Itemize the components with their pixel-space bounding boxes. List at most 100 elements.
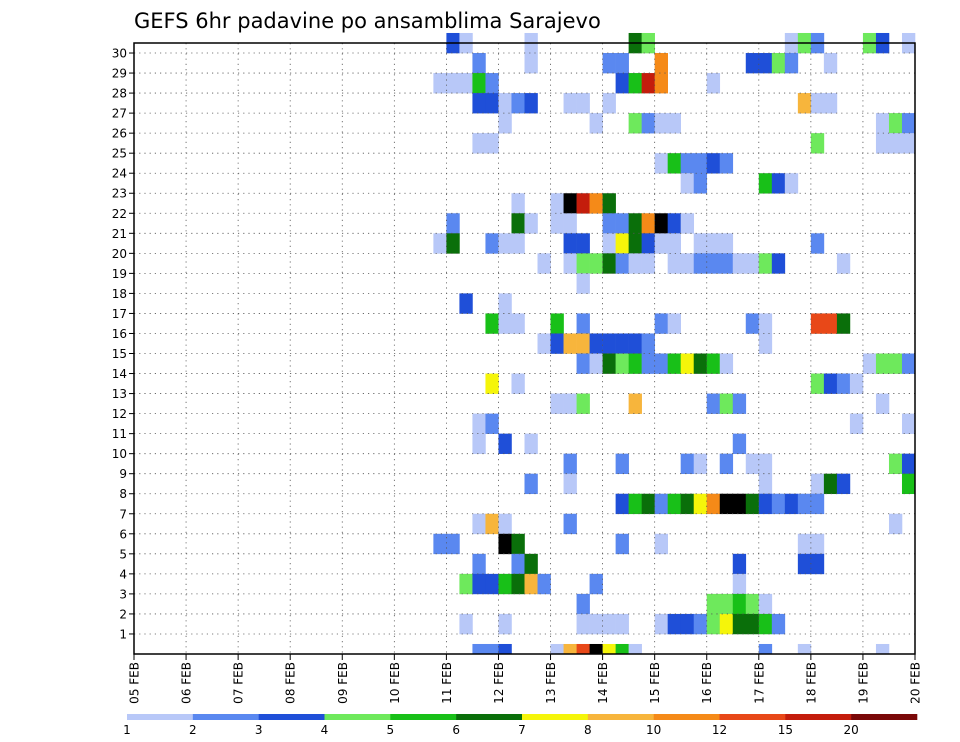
heatmap-cell bbox=[602, 353, 616, 374]
heatmap-cell bbox=[758, 493, 773, 515]
colorbar-label: 12 bbox=[712, 723, 727, 737]
heatmap-cell bbox=[498, 513, 512, 535]
heatmap-cell bbox=[667, 493, 681, 515]
heatmap-cell bbox=[810, 553, 825, 575]
colorbar-swatch bbox=[653, 714, 720, 720]
heatmap-cell bbox=[511, 533, 525, 555]
heatmap-cell bbox=[680, 613, 695, 635]
heatmap-cell bbox=[680, 493, 695, 515]
y-tick-label: 25 bbox=[112, 147, 127, 161]
x-tick-label: 11 FEB bbox=[440, 662, 454, 704]
heatmap-cell bbox=[719, 393, 734, 414]
heatmap-cell bbox=[485, 93, 499, 114]
y-tick-label: 10 bbox=[112, 447, 127, 461]
x-tick-label: 17 FEB bbox=[752, 662, 766, 704]
heatmap-cell bbox=[641, 253, 655, 274]
heatmap-cell bbox=[537, 333, 551, 354]
colorbar-swatch bbox=[719, 714, 786, 720]
heatmap-cell bbox=[810, 373, 825, 394]
heatmap-cell bbox=[693, 453, 708, 474]
colorbar-label: 20 bbox=[844, 723, 859, 737]
heatmap-cell bbox=[875, 393, 890, 414]
y-tick-label: 15 bbox=[112, 347, 127, 361]
heatmap-cell bbox=[550, 333, 564, 354]
heatmap-cell bbox=[628, 113, 642, 134]
heatmap-cell bbox=[498, 643, 512, 655]
heatmap-cell bbox=[576, 93, 590, 114]
heatmap-cell bbox=[589, 333, 603, 354]
heatmap-cell bbox=[862, 353, 877, 374]
heatmap-cell bbox=[667, 233, 681, 254]
heatmap-cell bbox=[472, 53, 486, 74]
heatmap-cell bbox=[849, 413, 864, 434]
heatmap-cell bbox=[823, 93, 838, 114]
colorbar-swatch bbox=[258, 714, 325, 720]
heatmap-cell bbox=[680, 153, 695, 174]
y-tick-label: 13 bbox=[112, 387, 127, 401]
heatmap-cell bbox=[524, 473, 538, 495]
heatmap-cell bbox=[589, 613, 603, 635]
heatmap-cell bbox=[472, 133, 486, 154]
heatmap-cell bbox=[641, 333, 655, 354]
heatmap-cell bbox=[901, 413, 916, 434]
heatmap-cell bbox=[732, 253, 747, 274]
heatmap-cell bbox=[563, 253, 577, 274]
heatmap-cell bbox=[771, 493, 786, 515]
heatmap-cell bbox=[693, 493, 708, 515]
heatmap-cell bbox=[719, 153, 734, 174]
x-tick-label: 14 FEB bbox=[596, 662, 610, 704]
heatmap-cell bbox=[472, 433, 486, 454]
heatmap-cell bbox=[628, 643, 642, 655]
heatmap-cell bbox=[745, 493, 760, 515]
heatmap-cell bbox=[485, 513, 499, 535]
heatmap-cell bbox=[563, 513, 577, 535]
heatmap-cell bbox=[732, 573, 747, 595]
heatmap-cell bbox=[615, 333, 629, 354]
heatmap-cell bbox=[511, 553, 525, 575]
heatmap-cell bbox=[485, 313, 499, 334]
heatmap-cell bbox=[498, 93, 512, 114]
heatmap-cell bbox=[628, 393, 642, 414]
heatmap-cell bbox=[524, 433, 538, 454]
heatmap-cell bbox=[667, 153, 681, 174]
heatmap-cell bbox=[875, 133, 890, 154]
heatmap-cell bbox=[810, 93, 825, 114]
heatmap-cell bbox=[602, 193, 616, 214]
y-tick-label: 27 bbox=[112, 107, 127, 121]
heatmap-cell bbox=[485, 573, 499, 595]
heatmap-cell bbox=[693, 173, 708, 194]
heatmap-cell bbox=[693, 613, 708, 635]
heatmap-cell bbox=[615, 73, 629, 94]
colorbar-label: 1 bbox=[123, 723, 131, 737]
heatmap-cell bbox=[667, 253, 681, 274]
x-tick-label: 07 FEB bbox=[232, 662, 246, 704]
heatmap-cell bbox=[615, 253, 629, 274]
heatmap-cell bbox=[706, 153, 721, 174]
heatmap-cell bbox=[576, 613, 590, 635]
heatmap-cell bbox=[472, 93, 486, 114]
y-tick-label: 9 bbox=[119, 467, 127, 481]
heatmap-cell bbox=[745, 593, 760, 615]
colorbar-swatch bbox=[192, 714, 259, 720]
heatmap-cell bbox=[602, 53, 616, 74]
heatmap-cell bbox=[615, 493, 629, 515]
heatmap-cell bbox=[628, 233, 642, 254]
heatmap-cell bbox=[615, 643, 629, 655]
colorbar-swatch bbox=[127, 714, 194, 720]
heatmap-cell bbox=[485, 373, 499, 394]
heatmap-cell bbox=[524, 553, 538, 575]
heatmap-cell bbox=[810, 493, 825, 515]
heatmap-cell bbox=[459, 73, 473, 94]
heatmap-cell bbox=[563, 93, 577, 114]
heatmap-cell bbox=[459, 613, 473, 635]
heatmap-cell bbox=[875, 353, 890, 374]
heatmap-cell bbox=[797, 493, 812, 515]
heatmap-cell bbox=[719, 353, 734, 374]
heatmap-cell bbox=[771, 173, 786, 194]
heatmap-cell bbox=[706, 593, 721, 615]
heatmap-cell bbox=[654, 533, 668, 555]
heatmap-cells bbox=[433, 32, 916, 655]
heatmap-cell bbox=[849, 373, 864, 394]
heatmap-cell bbox=[550, 193, 564, 214]
heatmap-cell bbox=[810, 233, 825, 254]
